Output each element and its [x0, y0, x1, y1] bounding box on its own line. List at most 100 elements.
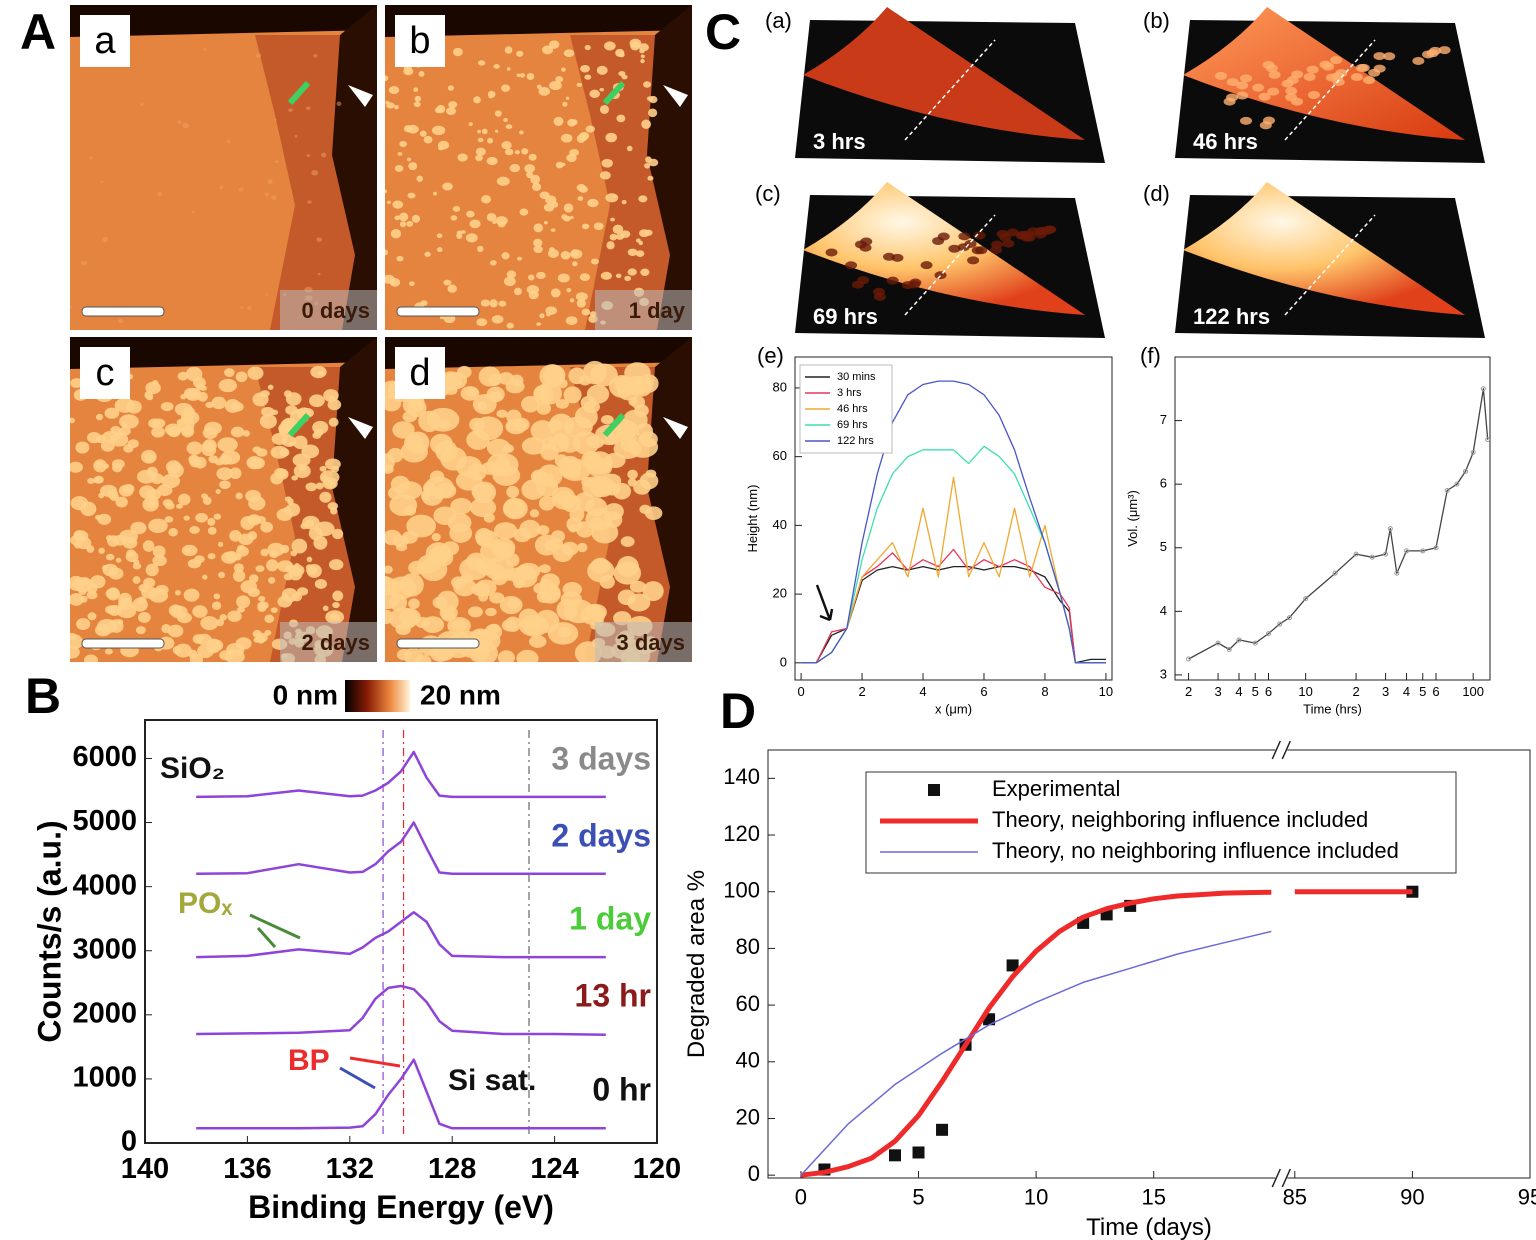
afm-blister [545, 473, 554, 482]
afm-blister [112, 463, 123, 473]
flake [1183, 182, 1465, 315]
afm-blister [505, 616, 521, 632]
afm-blister [293, 435, 308, 450]
afm-blister [104, 648, 113, 655]
afm-blister [477, 245, 484, 253]
afm-blister [323, 389, 339, 402]
afm-blister [424, 251, 431, 257]
afm-blister [577, 542, 588, 553]
afm-blister [445, 107, 457, 116]
afm-blister [610, 217, 615, 222]
afm-blister [538, 86, 551, 96]
annotation-arrow [339, 1066, 376, 1090]
afm-blister [548, 418, 563, 432]
afm-blister [204, 421, 222, 435]
afm-blister [442, 450, 453, 460]
afm-blister [584, 44, 591, 51]
afm-blister [73, 530, 89, 542]
surface-feature [1307, 91, 1320, 100]
afm-blister [213, 593, 221, 600]
afm-blister [421, 616, 445, 634]
afm-blister [81, 260, 88, 266]
afm-blister [495, 216, 508, 226]
afm-blister [211, 396, 227, 410]
profile-line [904, 214, 996, 316]
plot-frame [794, 356, 1113, 681]
surface-feature [1355, 63, 1368, 72]
surface-feature [1412, 56, 1425, 65]
afm-blister [420, 300, 428, 306]
afm-blister [215, 489, 221, 495]
afm-blister [533, 238, 543, 248]
afm-blister [304, 519, 315, 528]
y-tick-label: 4000 [72, 869, 137, 901]
afm-blister [469, 219, 481, 229]
afm-blister [310, 365, 327, 379]
surface-feature [1236, 81, 1249, 90]
afm-blister [468, 122, 473, 126]
afm-blister [621, 74, 628, 80]
surface-feature [1262, 116, 1275, 125]
axis-break-gap [1275, 747, 1288, 753]
afm-blister [386, 580, 404, 593]
caption-box [595, 622, 692, 662]
series-line [196, 911, 606, 959]
afm-blister [616, 114, 626, 123]
panel-label: D [720, 683, 756, 739]
afm-blister [566, 288, 572, 293]
afm-blister [555, 399, 569, 409]
afm-blister [475, 147, 486, 156]
afm-blister [503, 117, 508, 123]
afm-blister [486, 438, 511, 457]
afm-blister [264, 614, 275, 624]
x-tick-label: 4 [1403, 684, 1410, 699]
afm-blister [202, 574, 208, 580]
y-tick-label: 120 [723, 821, 760, 846]
afm-blister [398, 608, 421, 627]
afm-blister [236, 595, 251, 609]
afm-blister [612, 482, 632, 500]
afm-blister [526, 285, 540, 295]
afm-blister [185, 366, 203, 382]
surface-feature [937, 232, 950, 241]
afm-blister [164, 423, 182, 436]
afm-blister [236, 546, 249, 557]
afm-blister [563, 386, 582, 404]
afm-blister [182, 122, 190, 129]
afm-blister [501, 252, 510, 260]
profile-line [1284, 39, 1376, 141]
afm-blister [332, 601, 340, 609]
panel-label: (f) [1140, 343, 1161, 368]
surface-feature [948, 244, 961, 253]
afm-blister [123, 444, 134, 453]
afm-blister [642, 581, 664, 602]
caption-box [280, 290, 377, 330]
afm-blister [600, 414, 614, 425]
afm-blister [452, 205, 461, 212]
afm-blister [225, 550, 238, 562]
afm-blister [102, 430, 119, 443]
afm-blister [505, 124, 513, 130]
image-caption: 46 hrs [1193, 129, 1258, 154]
surface-feature [873, 287, 886, 296]
afm-blister [270, 472, 284, 485]
annotation-arrow [815, 584, 834, 622]
afm-blister [558, 455, 582, 478]
afm-blister [70, 593, 84, 606]
afm-blister [584, 74, 592, 80]
afm-blister [609, 233, 618, 241]
afm-blister [281, 587, 298, 603]
data-point [912, 1146, 925, 1159]
afm-blister [168, 528, 178, 537]
afm-blister [399, 140, 407, 148]
afm-blister [276, 508, 293, 521]
panel-label: (e) [757, 343, 784, 368]
afm-blister [565, 316, 578, 326]
data-point [983, 1013, 996, 1026]
afm-blister [569, 507, 585, 522]
legend-label: Theory, neighboring influence included [992, 807, 1368, 832]
afm-blister [271, 432, 288, 445]
afm-blister [534, 534, 559, 556]
afm-blister [146, 466, 158, 478]
afm-blister [313, 428, 324, 437]
